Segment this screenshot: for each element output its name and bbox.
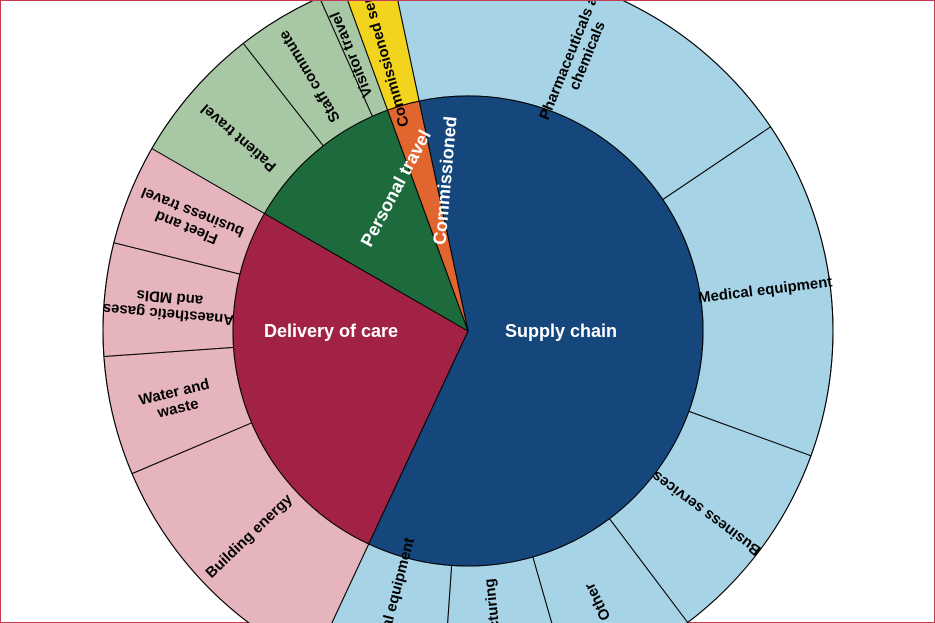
chart-frame: { "chart": { "type": "sunburst", "backgr…: [0, 0, 935, 623]
sunburst-chart: Supply chainDelivery of carePersonal tra…: [1, 1, 935, 623]
inner-sector-label: Supply chain: [505, 321, 617, 341]
inner-sector-label: Delivery of care: [264, 321, 398, 341]
